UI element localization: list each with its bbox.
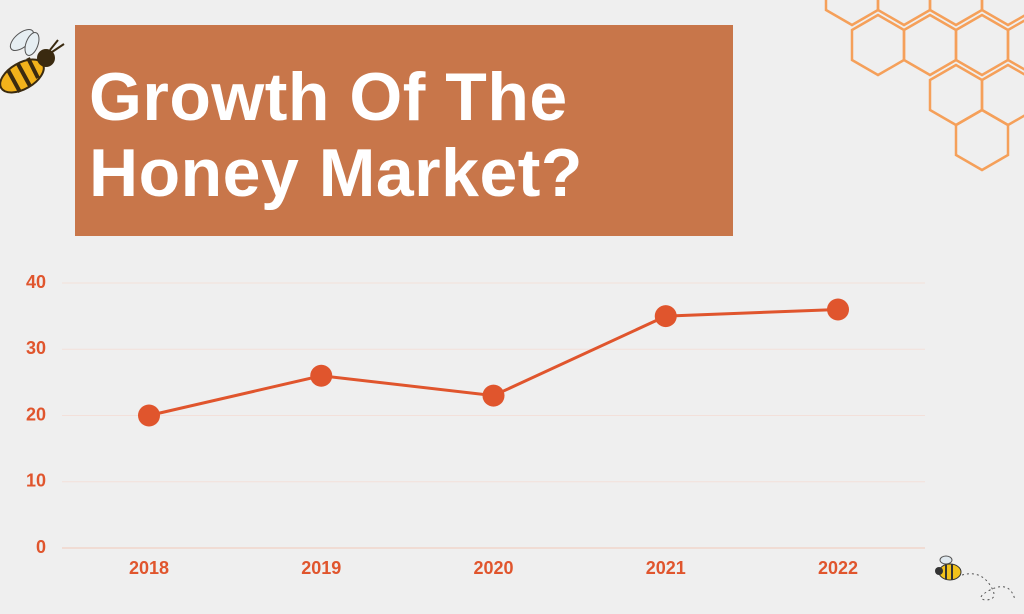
honeycomb-cell (928, 0, 984, 27)
y-tick-label: 30 (26, 338, 46, 358)
bee-right (935, 555, 1016, 601)
y-tick-label: 0 (36, 537, 46, 557)
x-tick-label: 2022 (818, 558, 858, 578)
honeycomb-cell (850, 13, 906, 77)
honeycomb-cell (902, 13, 958, 77)
x-tick-label: 2019 (301, 558, 341, 578)
bee-left (0, 29, 65, 94)
data-point (310, 364, 333, 387)
honeycomb-cell (954, 13, 1010, 77)
y-tick-label: 20 (26, 404, 46, 424)
honeycomb-cell (824, 0, 880, 27)
honeycomb-cell (928, 63, 984, 127)
data-point (827, 298, 849, 321)
chart-title: Growth Of The Honey Market? (89, 59, 583, 211)
x-tick-label: 2021 (646, 558, 686, 578)
honeycomb-cell (1006, 19, 1024, 71)
title-box: Growth Of The Honey Market? (75, 25, 733, 236)
honeycomb-cell (954, 108, 1010, 172)
honeycomb-cell (980, 0, 1024, 27)
data-point (482, 384, 505, 407)
x-tick-label: 2018 (129, 558, 169, 578)
x-tick-label: 2020 (473, 558, 513, 578)
honeycomb-cell (876, 0, 932, 27)
y-tick-label: 10 (26, 471, 46, 491)
data-point (654, 305, 677, 328)
y-tick-label: 40 (26, 272, 46, 292)
honeycomb-cell (980, 63, 1024, 127)
honeycomb (824, 0, 1024, 172)
data-point (138, 404, 160, 427)
